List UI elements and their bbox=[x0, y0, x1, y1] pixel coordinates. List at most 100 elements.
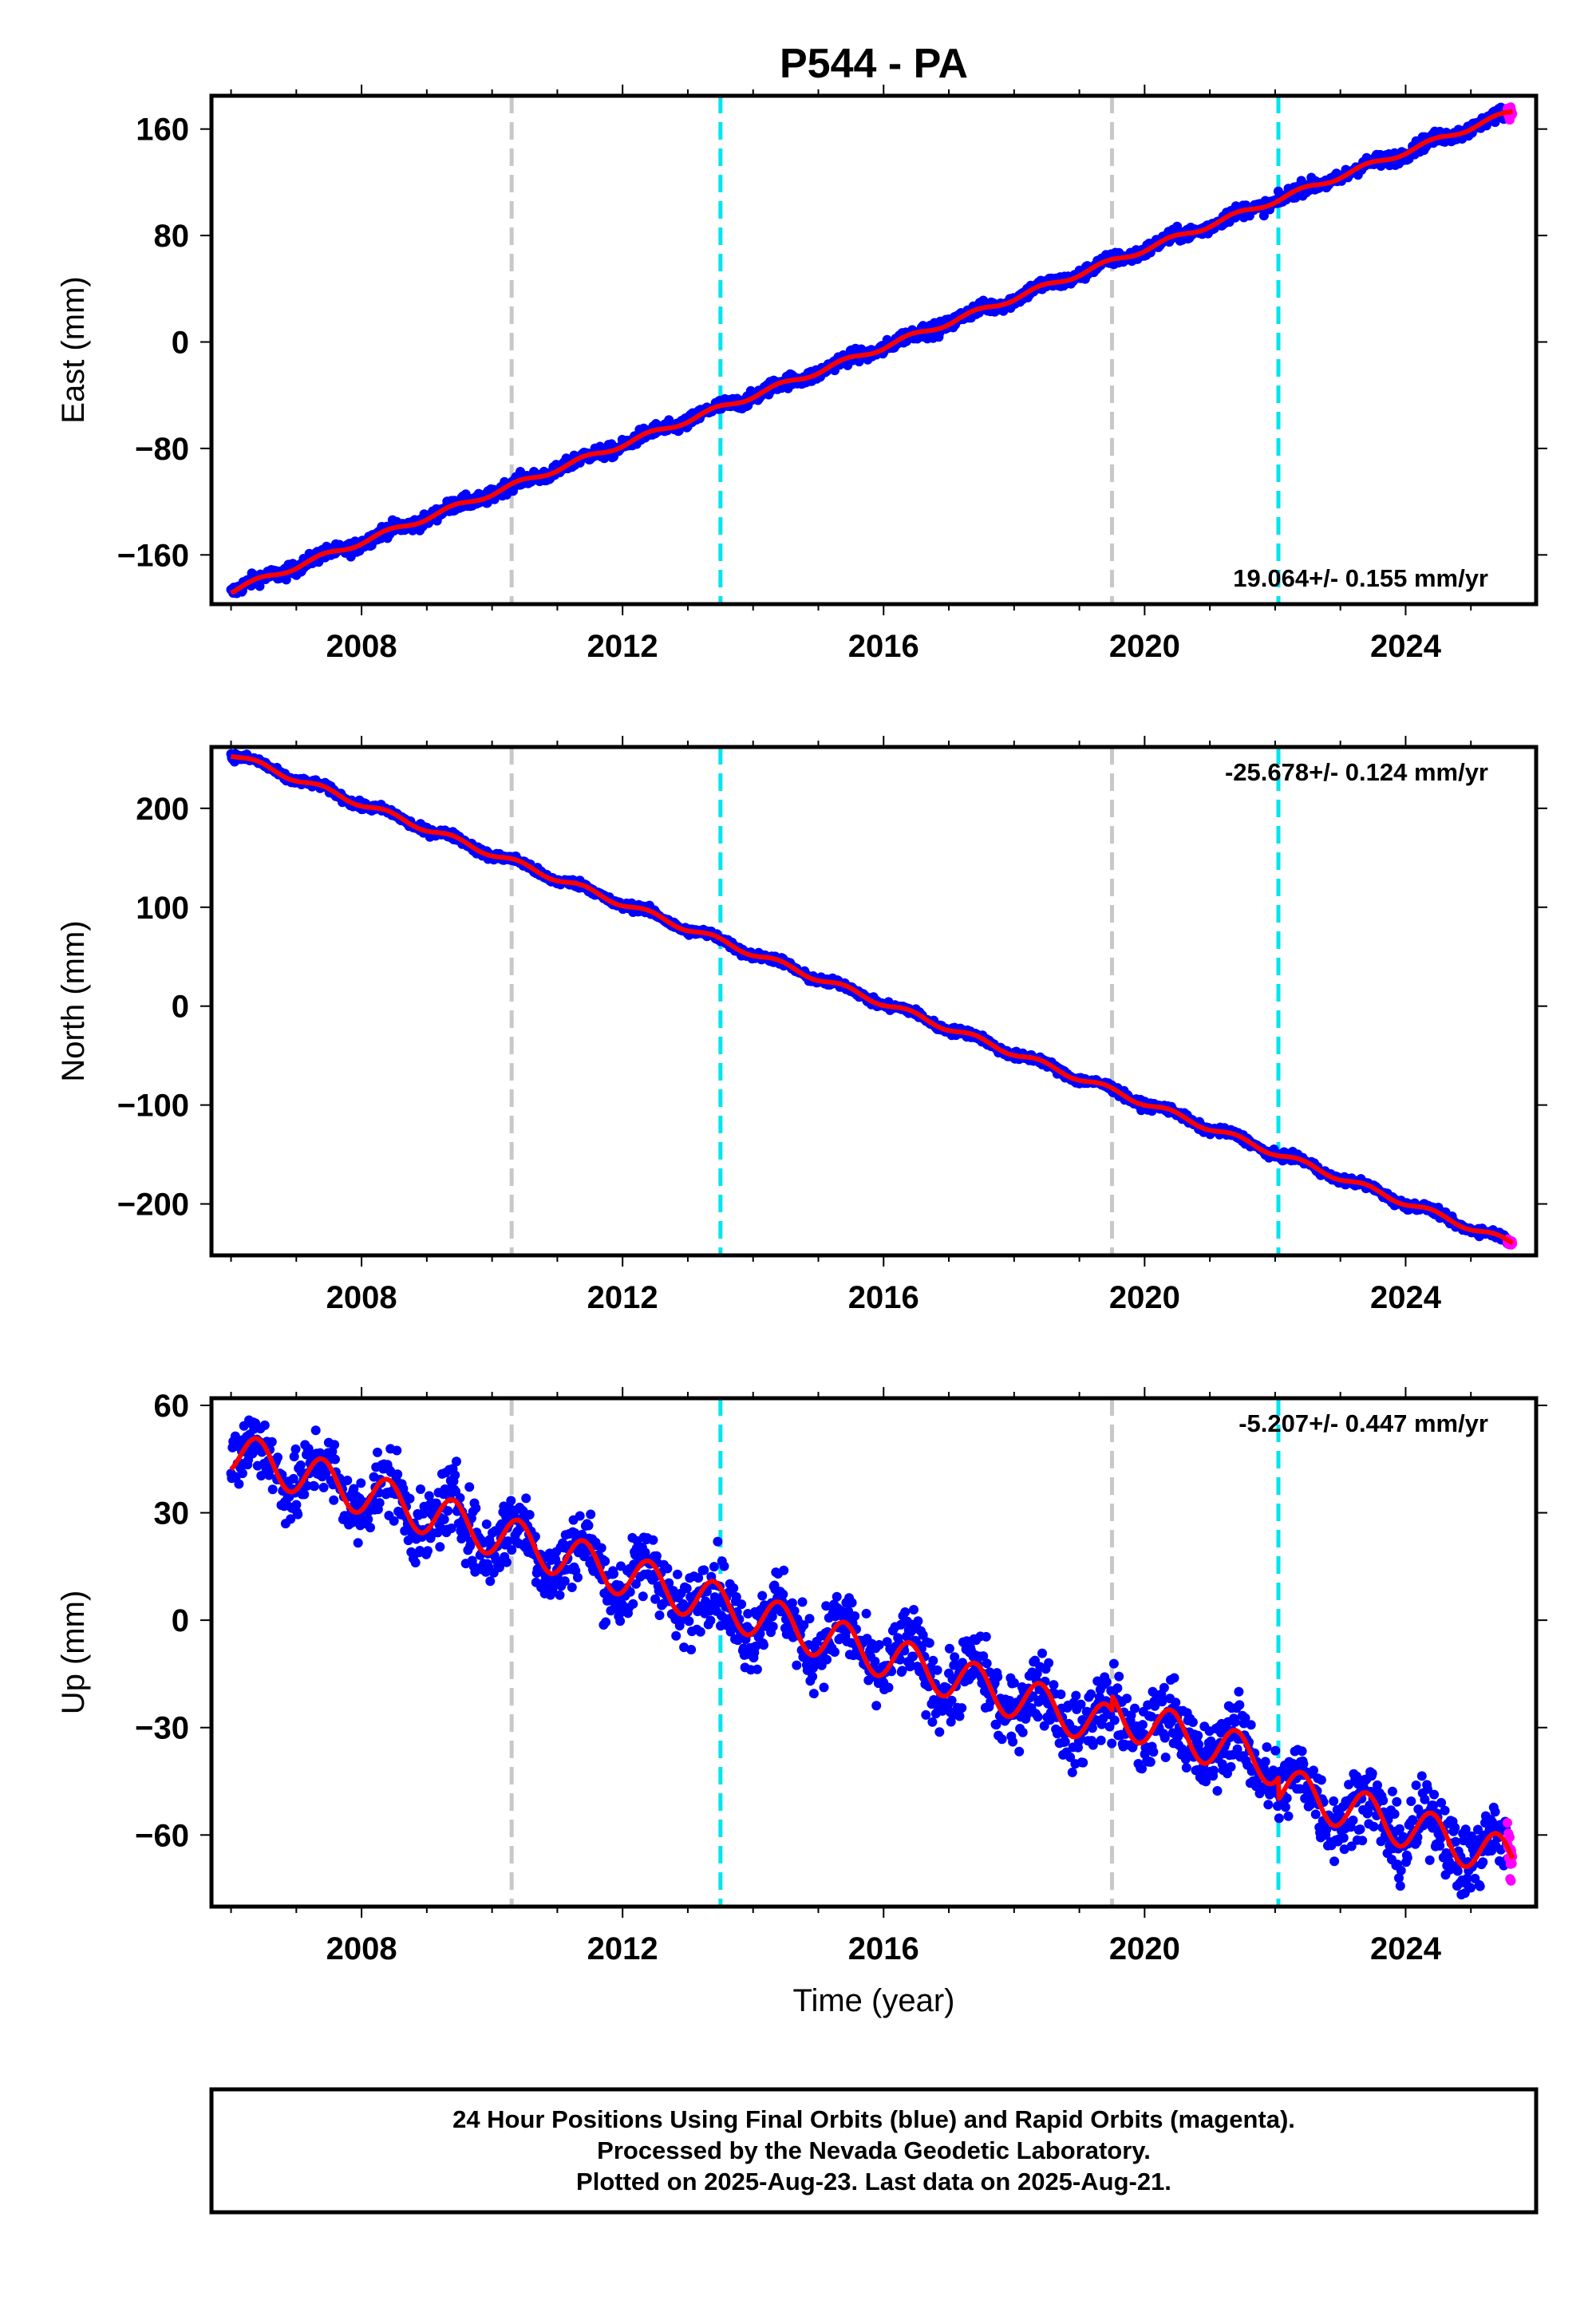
final-orbit-point bbox=[686, 1645, 697, 1654]
final-orbit-point bbox=[1078, 1757, 1088, 1768]
final-orbit-point bbox=[654, 1611, 665, 1620]
final-orbit-point bbox=[779, 1565, 789, 1575]
final-orbit-point bbox=[559, 1576, 570, 1587]
final-orbit-point bbox=[759, 1640, 768, 1650]
x-tick-label-east: 2024 bbox=[1370, 629, 1442, 664]
final-orbit-point bbox=[913, 1616, 923, 1626]
final-orbit-point bbox=[435, 1542, 445, 1552]
final-orbit-point bbox=[267, 1437, 277, 1447]
x-tick-label-north: 2012 bbox=[587, 1280, 658, 1315]
final-orbit-point bbox=[957, 1703, 967, 1713]
final-orbit-point bbox=[1114, 1671, 1124, 1682]
final-orbit-point bbox=[507, 1545, 517, 1555]
final-orbit-point bbox=[1033, 1712, 1043, 1722]
final-orbit-point bbox=[1101, 1677, 1112, 1687]
final-orbit-point bbox=[1049, 1680, 1059, 1690]
figure-title: P544 - PA bbox=[780, 41, 968, 87]
final-orbit-point bbox=[452, 1456, 461, 1467]
final-orbit-point bbox=[993, 1672, 1003, 1682]
final-orbit-point bbox=[501, 1557, 512, 1567]
final-orbit-point bbox=[924, 1638, 934, 1648]
y-tick-label-north: 200 bbox=[136, 792, 189, 827]
final-orbit-point bbox=[808, 1671, 818, 1682]
plot-area-north bbox=[226, 747, 1518, 1255]
final-orbit-point bbox=[234, 1479, 244, 1489]
x-tick-label-east: 2016 bbox=[848, 629, 919, 664]
final-orbit-point bbox=[648, 1535, 658, 1545]
final-orbit-point bbox=[1112, 1683, 1123, 1694]
final-orbit-point bbox=[392, 1445, 402, 1456]
panel-north: 2008 2012 2016 2020 2024−200−1000100200North… bbox=[56, 736, 1547, 1315]
final-orbit-point bbox=[1037, 1648, 1047, 1658]
y-tick-label-north: −200 bbox=[117, 1188, 189, 1223]
final-orbit-point bbox=[695, 1626, 705, 1637]
final-orbit-point bbox=[638, 1591, 648, 1602]
final-orbit-point bbox=[1014, 1746, 1025, 1757]
final-orbit-point bbox=[318, 1482, 329, 1492]
y-tick-label-east: −80 bbox=[135, 432, 189, 467]
final-orbit-point bbox=[982, 1658, 992, 1669]
final-orbit-point bbox=[950, 1652, 960, 1662]
final-orbit-point bbox=[934, 1727, 945, 1737]
final-orbit-point bbox=[596, 1543, 606, 1553]
final-orbit-point bbox=[299, 1489, 310, 1500]
velocity-annotation-north: -25.678+/- 0.124 mm/yr bbox=[1225, 758, 1488, 786]
final-orbit-point bbox=[1109, 1715, 1120, 1725]
final-orbit-point bbox=[778, 1589, 788, 1599]
final-orbit-point bbox=[374, 1498, 385, 1508]
final-orbit-point bbox=[237, 1468, 247, 1479]
final-orbit-point bbox=[1008, 1737, 1018, 1747]
final-orbit-point bbox=[671, 1630, 681, 1641]
final-orbit-point bbox=[600, 1556, 610, 1567]
final-orbit-point bbox=[1071, 1690, 1081, 1701]
y-tick-label-north: −100 bbox=[117, 1089, 189, 1124]
final-orbit-point bbox=[290, 1444, 301, 1454]
y-tick-label-east: 0 bbox=[172, 325, 189, 360]
x-tick-label-east: 2012 bbox=[587, 629, 658, 664]
final-orbit-point bbox=[871, 1701, 882, 1711]
final-orbit-point bbox=[729, 1583, 739, 1593]
final-orbit-point bbox=[405, 1493, 415, 1504]
final-orbit-point bbox=[883, 1682, 894, 1693]
final-orbit-point bbox=[1108, 1658, 1119, 1669]
final-orbit-point bbox=[609, 1569, 618, 1579]
final-orbit-point bbox=[681, 1583, 692, 1594]
final-orbit-point bbox=[293, 1509, 303, 1520]
final-orbit-point bbox=[353, 1538, 363, 1548]
final-orbit-point bbox=[1056, 1690, 1066, 1699]
final-orbit-point bbox=[365, 1523, 375, 1533]
final-orbit-point bbox=[757, 1591, 768, 1601]
final-orbit-point bbox=[662, 1563, 673, 1574]
final-orbit-point bbox=[1096, 1735, 1106, 1745]
final-orbit-point bbox=[330, 1454, 340, 1464]
final-orbit-point bbox=[524, 1510, 535, 1520]
y-tick-label-north: 100 bbox=[136, 891, 189, 926]
final-orbit-point bbox=[808, 1689, 819, 1699]
final-orbit-point bbox=[1086, 1689, 1096, 1699]
final-orbit-point bbox=[615, 1616, 626, 1626]
final-orbit-point bbox=[373, 1447, 382, 1457]
final-orbit-point bbox=[356, 1478, 366, 1488]
y-tick-label-east: 160 bbox=[136, 113, 189, 148]
final-orbit-point bbox=[255, 581, 265, 591]
x-tick-label-east: 2008 bbox=[326, 629, 397, 664]
final-orbit-point bbox=[997, 1734, 1007, 1745]
x-tick-label-north: 2020 bbox=[1109, 1280, 1180, 1315]
x-tick-label-east: 2020 bbox=[1109, 629, 1180, 664]
final-orbit-point bbox=[804, 1614, 815, 1624]
plot-frame-east bbox=[209, 93, 1539, 607]
final-orbit-point bbox=[944, 1643, 954, 1654]
final-orbit-point bbox=[485, 1576, 496, 1587]
final-orbit-point bbox=[1130, 1703, 1140, 1713]
final-orbit-point bbox=[310, 1425, 321, 1436]
final-orbit-point bbox=[921, 1709, 931, 1720]
y-axis-label-east: East (mm) bbox=[56, 276, 91, 423]
y-tick-label-north: 0 bbox=[172, 990, 189, 1025]
final-orbit-point bbox=[709, 1562, 719, 1572]
final-orbit-point bbox=[439, 1514, 449, 1524]
final-orbit-point bbox=[719, 1561, 729, 1571]
final-orbit-point bbox=[1017, 1727, 1028, 1737]
